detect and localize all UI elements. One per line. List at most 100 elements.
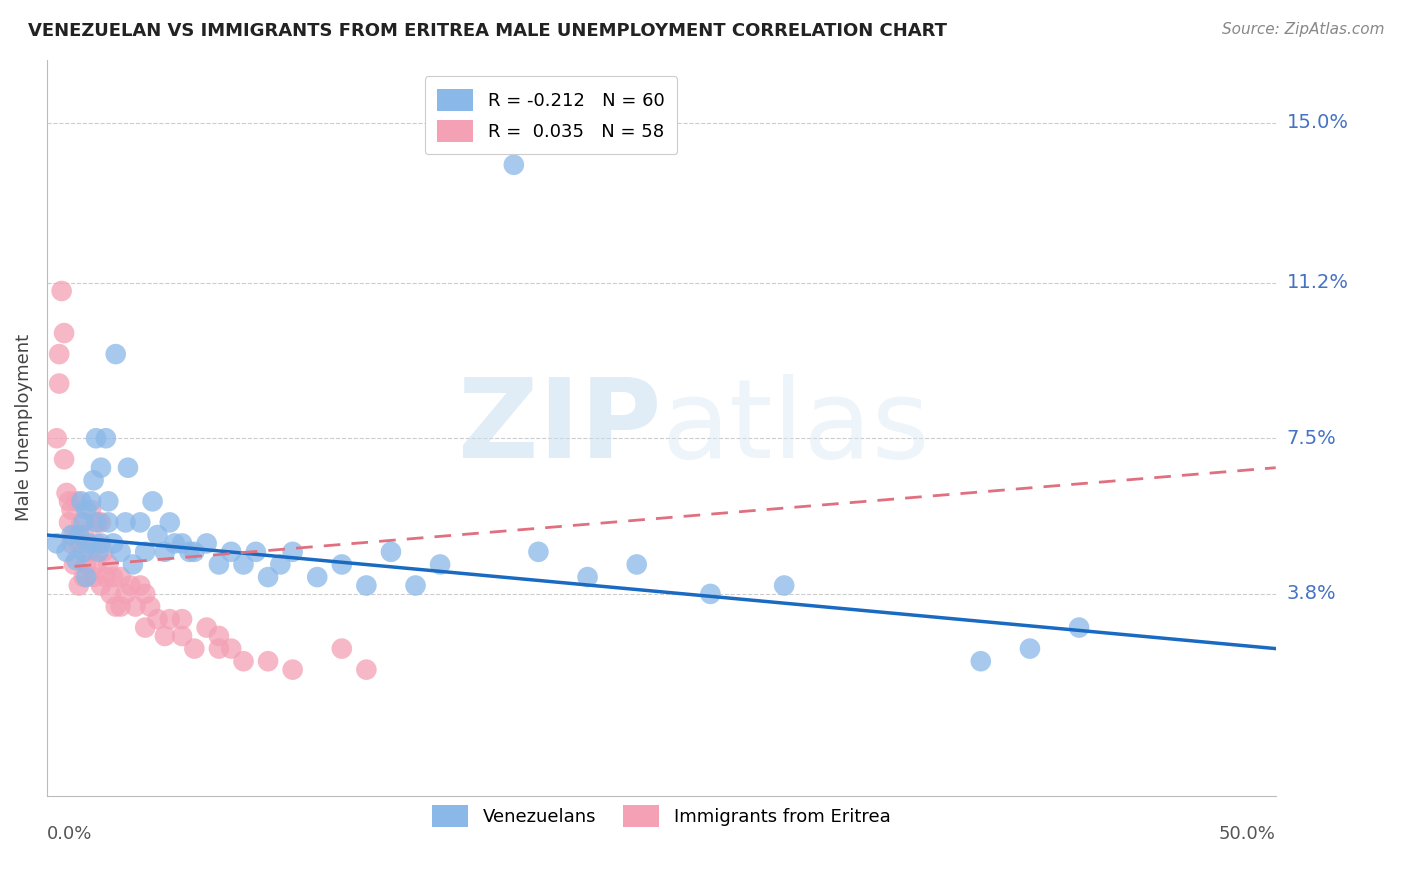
Point: [146, 528, 169, 542]
Point: [110, 570, 132, 584]
Point: [626, 558, 648, 572]
Point: [63, 528, 86, 542]
Point: [84, 536, 107, 550]
Point: [87, 516, 110, 530]
Point: [48, 376, 70, 391]
Point: [699, 587, 721, 601]
Point: [94, 570, 117, 584]
Text: 0.0%: 0.0%: [46, 825, 93, 843]
Y-axis label: Male Unemployment: Male Unemployment: [15, 334, 32, 521]
Point: [153, 629, 176, 643]
Text: 3.8%: 3.8%: [1286, 584, 1337, 603]
Point: [65, 494, 87, 508]
Point: [208, 629, 231, 643]
Point: [269, 558, 291, 572]
Point: [122, 558, 145, 572]
Point: [70, 494, 93, 508]
Point: [90, 578, 112, 592]
Point: [83, 570, 105, 584]
Point: [1067, 621, 1090, 635]
Text: Source: ZipAtlas.com: Source: ZipAtlas.com: [1222, 22, 1385, 37]
Point: [159, 612, 181, 626]
Point: [380, 545, 402, 559]
Point: [80, 502, 103, 516]
Point: [208, 558, 231, 572]
Point: [83, 473, 105, 487]
Point: [139, 599, 162, 614]
Text: 11.2%: 11.2%: [1286, 273, 1348, 292]
Point: [87, 545, 110, 559]
Point: [245, 545, 267, 559]
Point: [170, 612, 193, 626]
Point: [163, 536, 186, 550]
Point: [55, 545, 77, 559]
Point: [170, 629, 193, 643]
Point: [67, 536, 90, 550]
Point: [330, 558, 353, 572]
Point: [170, 536, 193, 550]
Point: [73, 570, 96, 584]
Point: [179, 545, 201, 559]
Point: [232, 558, 254, 572]
Point: [67, 578, 90, 592]
Point: [94, 431, 117, 445]
Point: [103, 536, 125, 550]
Point: [55, 486, 77, 500]
Text: atlas: atlas: [661, 375, 929, 481]
Point: [110, 545, 132, 559]
Point: [45, 431, 67, 445]
Point: [124, 599, 146, 614]
Point: [63, 558, 86, 572]
Point: [58, 494, 80, 508]
Point: [90, 536, 112, 550]
Point: [219, 545, 242, 559]
Point: [1019, 641, 1042, 656]
Point: [90, 460, 112, 475]
Point: [104, 599, 127, 614]
Point: [117, 460, 139, 475]
Point: [60, 528, 83, 542]
Point: [75, 558, 97, 572]
Point: [90, 516, 112, 530]
Point: [104, 347, 127, 361]
Point: [120, 578, 142, 592]
Point: [97, 558, 120, 572]
Point: [84, 516, 107, 530]
Point: [75, 570, 97, 584]
Point: [208, 641, 231, 656]
Point: [73, 545, 96, 559]
Point: [84, 558, 107, 572]
Point: [65, 553, 87, 567]
Point: [281, 545, 304, 559]
Point: [183, 641, 205, 656]
Point: [281, 663, 304, 677]
Point: [134, 545, 156, 559]
Text: 7.5%: 7.5%: [1286, 429, 1337, 448]
Point: [773, 578, 796, 592]
Point: [307, 570, 329, 584]
Point: [195, 536, 218, 550]
Point: [103, 570, 125, 584]
Point: [97, 494, 120, 508]
Legend: Venezuelans, Immigrants from Eritrea: Venezuelans, Immigrants from Eritrea: [425, 798, 898, 835]
Point: [97, 516, 120, 530]
Point: [146, 612, 169, 626]
Point: [114, 587, 136, 601]
Point: [73, 516, 96, 530]
Point: [53, 452, 76, 467]
Point: [134, 587, 156, 601]
Point: [429, 558, 451, 572]
Point: [70, 516, 93, 530]
Point: [576, 570, 599, 584]
Point: [502, 158, 524, 172]
Point: [45, 536, 67, 550]
Point: [232, 654, 254, 668]
Point: [527, 545, 550, 559]
Point: [159, 516, 181, 530]
Point: [195, 621, 218, 635]
Point: [183, 545, 205, 559]
Point: [153, 545, 176, 559]
Point: [77, 545, 100, 559]
Point: [110, 599, 132, 614]
Point: [77, 536, 100, 550]
